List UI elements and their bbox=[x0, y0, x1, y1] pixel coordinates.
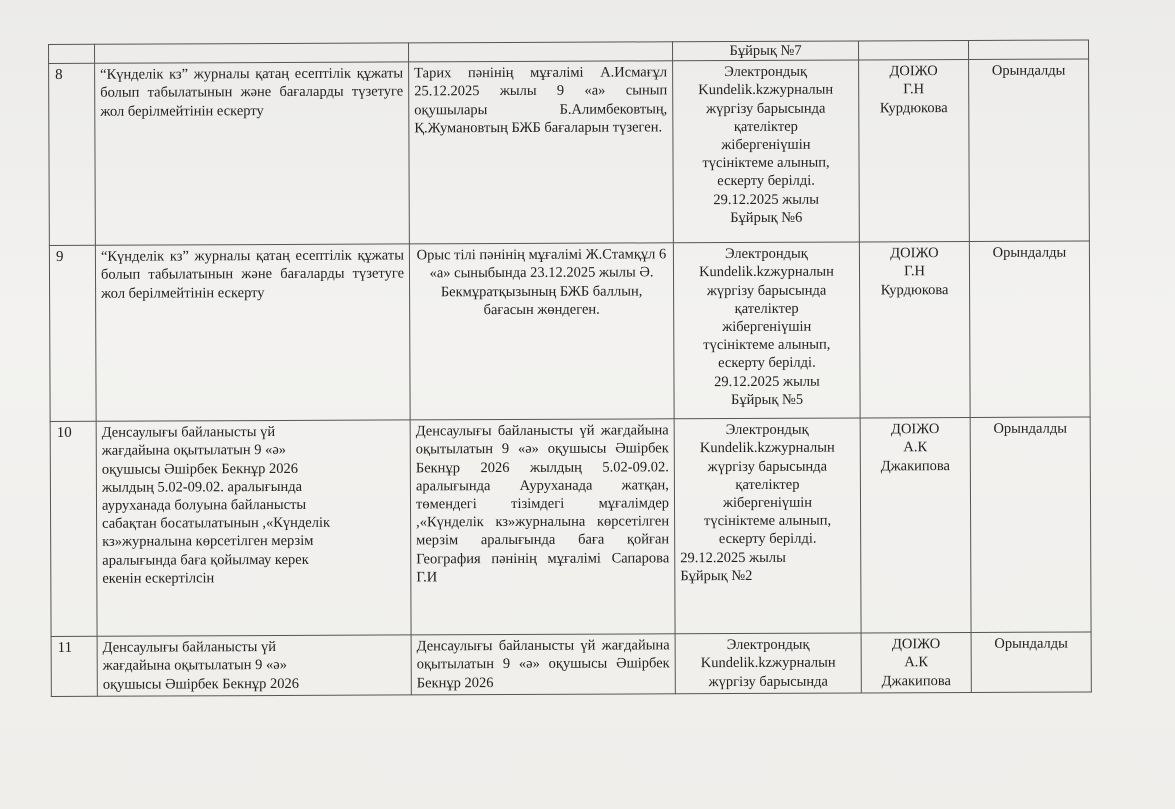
action-line: қателіктер bbox=[735, 476, 800, 493]
action-line: жүргізу барысында bbox=[708, 673, 828, 690]
action-cell: Электрондық Kundelik.kzжурналын жүргізу ба… bbox=[672, 60, 860, 243]
status-cell: Орындалды bbox=[968, 59, 1090, 242]
finding-cell: Орыс тілі пәнінің мұғалімі Ж.Стамқұл 6 «… bbox=[409, 242, 675, 421]
action-line: жүргізу барысында bbox=[707, 458, 828, 475]
order-cell: Бұйрық №7 bbox=[672, 40, 859, 61]
responsible-line: Джакипова bbox=[880, 457, 951, 474]
action-cell: Электрондық Kundelik.kzжурналын жүргізу ба… bbox=[674, 418, 862, 634]
finding-cell: Тарих пәнінің мұғалімі А.Исмағұл 25.12.2… bbox=[408, 60, 674, 245]
row-number: 9 bbox=[49, 245, 97, 422]
action-line: Бұйрық №6 bbox=[730, 209, 803, 226]
action-line: ескерту берілді. bbox=[718, 531, 817, 548]
action-line: түсініктеме алынып, bbox=[702, 154, 830, 172]
action-line: жүргізу барысында bbox=[706, 282, 827, 299]
task-cell: “Күнделік кз” журналы қатаң есептілік құ… bbox=[94, 62, 410, 246]
status-cell: Орындалды bbox=[970, 417, 1092, 633]
responsible-cell: ДОІЖО А.К Джакипова bbox=[860, 417, 972, 634]
action-line: жібергеніүшін bbox=[722, 318, 812, 336]
row-number: 8 bbox=[48, 63, 96, 246]
task-line: жағдайына оқытылатын 9 «ә» bbox=[101, 442, 287, 460]
action-line: Электрондық bbox=[725, 421, 809, 439]
action-cell: Электрондық Kundelik.kzжурналын жүргізу ба… bbox=[673, 242, 861, 419]
responsible-cell: ДОІЖО Г.Н Курдюкова bbox=[859, 241, 971, 419]
responsible-line: Курдюкова bbox=[880, 281, 949, 298]
action-line: қателіктер bbox=[733, 118, 798, 135]
table-row: 11 Денсаулығы байланысты үй жағдайына оқы… bbox=[51, 632, 1092, 697]
task-line: оқушысы Әшірбек Бекнұр 2026 bbox=[102, 675, 299, 693]
task-line: жағдайына оқытылатын 9 «ә» bbox=[102, 657, 287, 675]
responsible-line: ДОІЖО bbox=[891, 636, 941, 653]
action-line: Электрондық bbox=[724, 245, 808, 263]
task-cell: Денсаулығы байланысты үй жағдайына оқытыл… bbox=[97, 635, 412, 697]
status-cell: Орындалды bbox=[969, 241, 1091, 418]
responsible-line: Г.Н bbox=[903, 81, 925, 98]
task-cell: “Күнделік кз” журналы қатаң есептілік құ… bbox=[95, 244, 411, 422]
finding-cell: Денсаулығы байланысты үй жағдайына оқыты… bbox=[410, 418, 676, 636]
responsible-cell: ДОІЖО Г.Н Курдюкова bbox=[858, 59, 970, 243]
responsible-line: Джакипова bbox=[881, 672, 951, 689]
responsible-line: ДОІЖО bbox=[889, 63, 938, 80]
finding-cell: Денсаулығы байланысты үй жағдайына оқыты… bbox=[411, 633, 676, 696]
task-line: ауруханада болуына байланысты bbox=[101, 496, 307, 514]
action-line: Электрондық bbox=[724, 63, 808, 81]
row-number: 11 bbox=[51, 636, 98, 697]
action-line: Электрондық bbox=[726, 636, 810, 654]
action-line: түсініктеме алынып, bbox=[703, 336, 831, 354]
task-line: сабақтан босатылатынын ,«Күнделік bbox=[102, 514, 331, 532]
responsible-cell: ДОІЖО А.К Джакипова bbox=[861, 632, 972, 694]
task-cell: Денсаулығы байланысты үй жағдайына оқытыл… bbox=[96, 420, 412, 637]
action-line: жібергеніүшін bbox=[721, 136, 811, 154]
action-line: Kundelik.kzжурналын bbox=[700, 654, 836, 672]
action-line: 29.12.2025 жылы bbox=[713, 191, 820, 208]
responsible-line: Курдюкова bbox=[879, 99, 948, 116]
report-table: Бұйрық №7 8 “Күнделік кз” журналы қатаң … bbox=[48, 39, 1092, 697]
task-line: кз»журналына көрсетілген мерзім bbox=[102, 533, 314, 551]
action-line: 29.12.2025 жылы bbox=[714, 373, 820, 390]
task-line: Денсаулығы байланысты үй bbox=[102, 639, 277, 656]
action-line: ескерту берілді. bbox=[717, 173, 815, 190]
responsible-line: ДОІЖО bbox=[890, 421, 940, 438]
action-line: жібергеніүшін bbox=[722, 494, 813, 512]
task-line: жылдың 5.02-09.02. аралығында bbox=[101, 478, 303, 496]
action-line: Бұйрық №2 bbox=[680, 567, 753, 585]
action-line: ескерту берілді. bbox=[718, 355, 816, 372]
action-line: қателіктер bbox=[734, 300, 799, 317]
responsible-line: А.К bbox=[903, 439, 928, 456]
task-line: екенін ескертілсін bbox=[102, 570, 215, 587]
action-line: Бұйрық №5 bbox=[730, 391, 804, 408]
row-number: 10 bbox=[50, 421, 98, 637]
action-line: Kundelik.kzжурналын bbox=[698, 81, 834, 99]
task-line: Денсаулығы байланысты үй bbox=[101, 424, 276, 441]
table-row: 8 “Күнделік кз” журналы қатаң есептілік … bbox=[48, 59, 1090, 246]
action-line: жүргізу барысында bbox=[706, 100, 826, 117]
action-line: Kundelik.kzжурналын bbox=[699, 263, 834, 281]
action-cell: Электрондық Kundelik.kzжурналын жүргізу ба… bbox=[675, 633, 862, 694]
action-line: Kundelik.kzжурналын bbox=[699, 439, 835, 457]
responsible-line: А.К bbox=[904, 654, 929, 671]
action-line: 29.12.2025 жылы bbox=[680, 549, 786, 566]
task-line: оқушысы Әшірбек Бекнұр 2026 bbox=[101, 460, 299, 478]
responsible-line: Г.Н bbox=[904, 263, 925, 280]
status-cell: Орындалды bbox=[971, 632, 1092, 693]
task-line: аралығында баға қойылмау керек bbox=[102, 551, 309, 569]
table-row: 9 “Күнделік кз” журналы қатаң есептілік … bbox=[49, 241, 1091, 422]
action-line: түсініктеме алынып, bbox=[703, 512, 832, 530]
responsible-line: ДОІЖО bbox=[890, 245, 939, 262]
table-row: 10 Денсаулығы байланысты үй жағдайына оқы… bbox=[50, 417, 1092, 637]
